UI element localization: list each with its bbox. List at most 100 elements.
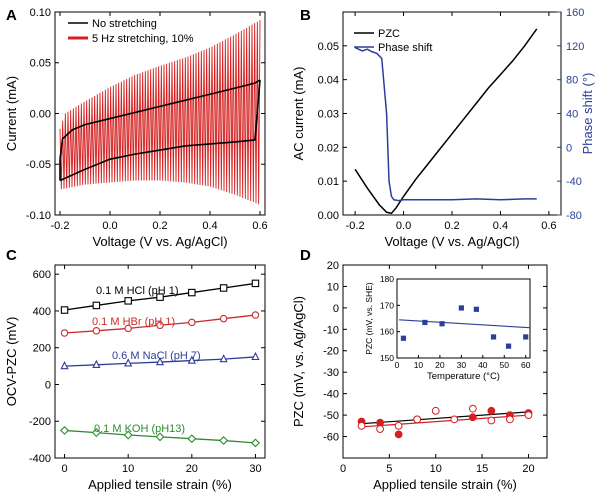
y-axis-label: AC current (mA) — [291, 67, 306, 161]
y-tick-label: 0.10 — [30, 7, 51, 19]
legend-label-stretching: 5 Hz stretching, 10% — [92, 33, 194, 45]
data-point — [251, 279, 260, 288]
data-point-open — [376, 425, 384, 433]
data-point — [92, 301, 101, 310]
data-point-open — [524, 411, 533, 420]
x-tick-label: 10 — [430, 463, 442, 475]
data-point-open — [413, 415, 422, 424]
data-point — [219, 314, 228, 323]
data-point — [124, 297, 132, 305]
inset-x-tick-label: 10 — [414, 360, 424, 370]
data-point — [60, 329, 69, 337]
x-axis-label: Voltage (V vs. Ag/AgCl) — [384, 234, 519, 249]
data-point-filled — [487, 406, 496, 415]
y2-tick-label: 40 — [566, 109, 578, 121]
y-tick-label: 0.00 — [30, 108, 51, 120]
x-tick-label: 0 — [340, 463, 346, 475]
series-line-stretching — [59, 20, 261, 205]
y-tick-label: -400 — [29, 453, 51, 465]
y-tick-label: -0.10 — [26, 210, 51, 222]
inset-x-tick-label: 0 — [395, 360, 400, 370]
inset-x-tick-label: 60 — [521, 360, 531, 370]
series-label-hcl: 0.1 M HCl (pH 1) — [96, 285, 179, 297]
y2-axis-label: Phase shift (°) — [580, 73, 595, 155]
y-tick-label: 0.04 — [318, 75, 339, 87]
series-line-pzc — [354, 28, 538, 215]
y-tick-label: 0 — [45, 379, 51, 391]
series-line-no-stretching-upper — [59, 79, 261, 160]
inset-data-point — [473, 306, 479, 312]
data-point-open — [357, 421, 366, 430]
y-axis-label: OCV-PZC (mV) — [4, 317, 19, 407]
y-tick-label: 400 — [33, 306, 51, 318]
data-point-filled — [394, 430, 403, 439]
panel-d-inset-chart: 0 10 20 30 40 50 60 150 160 170 180 Temperature (°C… — [364, 274, 531, 382]
series-label-koh: 0.1 M KOH (pH13) — [94, 423, 185, 435]
data-point — [219, 436, 229, 446]
inset-y-axis-label: PZC (mV, vs. SHE) — [364, 282, 374, 355]
inset-data-point — [439, 321, 445, 327]
panel-letter-d: D — [300, 247, 311, 264]
y-tick-label: -40 — [323, 389, 339, 401]
data-point-open — [468, 404, 477, 413]
data-point-open — [450, 415, 459, 424]
y-tick-label: -10 — [323, 324, 339, 336]
x-tick-label: 0.4 — [202, 220, 217, 232]
x-tick-label: 0.6 — [541, 220, 556, 232]
inset-x-tick-label: 30 — [457, 360, 467, 370]
data-point — [124, 324, 132, 333]
y-tick-label: 0 — [333, 303, 339, 315]
data-point — [123, 430, 133, 440]
panel-letter-a: A — [6, 7, 17, 24]
y2-tick-label: -80 — [566, 210, 582, 222]
fit-line-1 — [361, 414, 529, 428]
legend-label-phase-shift: Phase shift — [378, 42, 432, 54]
series-line-no-stretching-lower — [59, 79, 261, 182]
data-point — [60, 425, 70, 435]
x-axis-label: Applied tensile strain (%) — [373, 477, 517, 492]
x-tick-label: 15 — [476, 463, 488, 475]
y-axis-label: Current (mA) — [4, 76, 19, 151]
x-tick-label: 20 — [522, 463, 534, 475]
x-tick-label: 0 — [61, 463, 67, 475]
y2-tick-label: 80 — [566, 75, 578, 87]
y2-tick-label: 0 — [566, 142, 572, 154]
x-tick-label: 0.0 — [102, 220, 117, 232]
data-point — [187, 355, 196, 364]
inset-data-point — [400, 335, 407, 341]
data-point — [156, 321, 164, 330]
y-axis-label: PZC (mV, vs. Ag/AgCl) — [291, 296, 306, 427]
data-point-filled — [376, 418, 384, 427]
y-tick-label: -0.05 — [26, 159, 51, 171]
inset-x-tick-label: 50 — [500, 360, 510, 370]
series-line-phase-shift — [354, 46, 537, 202]
data-point — [155, 432, 165, 442]
data-point-open — [394, 421, 403, 430]
plot-frame — [342, 11, 562, 216]
panel-a-legend: No stretching 5 Hz stretching, 10% — [68, 18, 194, 45]
x-tick-label: 0.0 — [396, 220, 411, 232]
panel-b-chart: -0.2 0.0 0.2 0.4 0.6 0.00 0.01 0.02 0.03 0.04 0.05… — [291, 7, 595, 249]
y-tick-label: 0.05 — [30, 58, 51, 70]
data-point — [188, 288, 196, 297]
panel-a-chart: -0.2 0.0 0.2 0.4 0.6 -0.10 -0.05 0.00 0.05 0.10 Vo… — [4, 7, 268, 249]
panel-letter-b: B — [300, 7, 311, 24]
legend-label-no-stretching: No stretching — [92, 18, 157, 30]
data-point — [60, 361, 69, 370]
y-tick-label: -50 — [323, 410, 339, 422]
inset-x-axis-label: Temperature (°C) — [427, 371, 500, 382]
x-tick-label: -0.2 — [51, 220, 70, 232]
y-tick-label: -200 — [29, 416, 51, 428]
y-tick-label: 0.03 — [318, 108, 339, 120]
plot-frame — [342, 264, 548, 459]
y2-tick-label: 160 — [566, 7, 584, 19]
x-axis-label: Voltage (V vs. Ag/AgCl) — [92, 234, 227, 249]
inset-y-tick-label: 180 — [380, 274, 394, 284]
y-tick-label: 0.00 — [318, 210, 339, 222]
fit-line-0 — [361, 411, 529, 425]
series-label-nacl: 0.6 M NaCl (pH 7) — [112, 350, 201, 362]
data-point — [219, 354, 228, 363]
y-tick-label: 20 — [327, 260, 339, 272]
y-tick-label: -20 — [323, 346, 339, 358]
